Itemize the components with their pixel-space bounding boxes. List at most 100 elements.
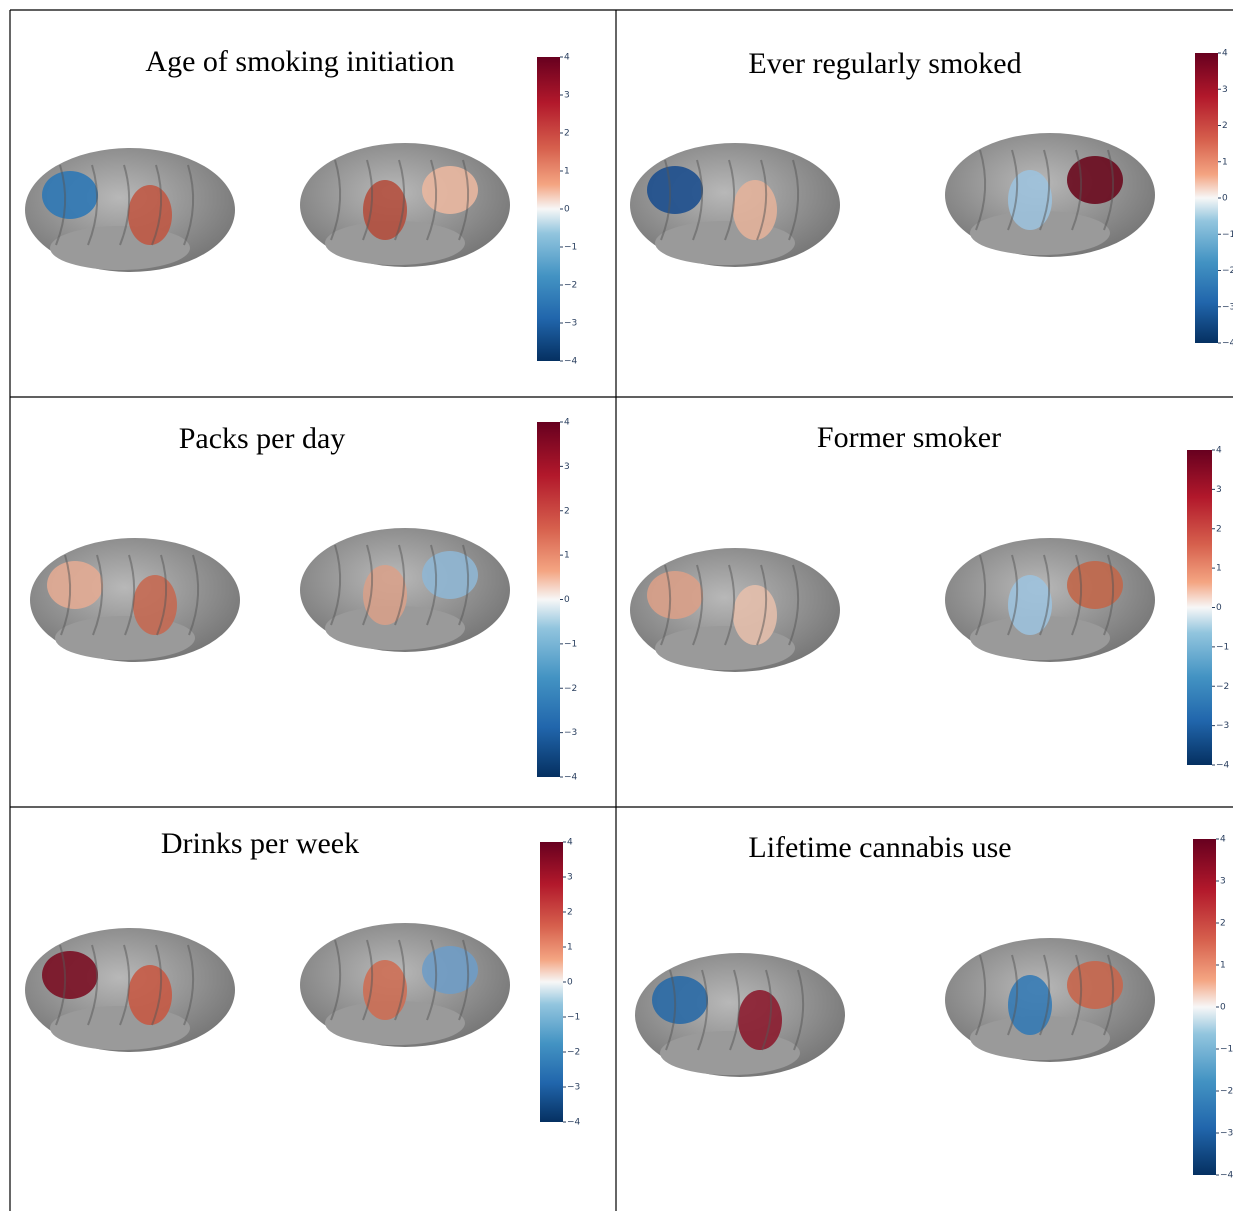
colorbar-tick-label: −2 bbox=[1216, 682, 1229, 692]
colorbar-tick-label: 4 bbox=[1220, 835, 1226, 845]
sulcus bbox=[1039, 954, 1051, 1036]
region bbox=[1008, 975, 1052, 1035]
lateral-brain bbox=[30, 538, 240, 662]
sulcus bbox=[330, 159, 342, 241]
brain-lobe bbox=[55, 616, 195, 660]
lateral-brain bbox=[630, 548, 840, 672]
colorbar bbox=[537, 422, 560, 777]
sulcus bbox=[183, 164, 195, 246]
sulcus bbox=[1007, 149, 1019, 231]
sulcus bbox=[724, 159, 736, 241]
sulcus bbox=[729, 969, 741, 1051]
colorbar bbox=[540, 842, 563, 1122]
sulcus bbox=[1103, 554, 1115, 636]
colorbar-tick-label: −2 bbox=[1222, 266, 1233, 276]
sulcus bbox=[975, 149, 987, 231]
colorbar-tick-label: 2 bbox=[1220, 919, 1226, 929]
table-grid bbox=[9, 9, 1233, 1211]
sulcus bbox=[1039, 554, 1051, 636]
sulcus bbox=[394, 159, 406, 241]
colorbar-tick-label: 2 bbox=[1222, 121, 1228, 131]
sulcus bbox=[1103, 954, 1115, 1036]
region bbox=[733, 180, 777, 240]
brain-lobe bbox=[655, 626, 795, 670]
sulcus bbox=[124, 554, 136, 636]
sulcus bbox=[426, 544, 438, 626]
colorbar-tick-label: −4 bbox=[1222, 339, 1233, 349]
sulcus bbox=[788, 159, 800, 241]
colorbar-tick-label: −1 bbox=[564, 639, 577, 649]
sulcus bbox=[60, 554, 72, 636]
region bbox=[1067, 156, 1123, 204]
colorbar-tick-label: 0 bbox=[1222, 194, 1228, 204]
lateral-brain bbox=[630, 143, 840, 267]
colorbar bbox=[1187, 450, 1212, 765]
panel-title: Drinks per week bbox=[161, 827, 359, 860]
region bbox=[363, 565, 407, 625]
panel-title: Former smoker bbox=[817, 421, 1001, 454]
sulcus bbox=[458, 939, 470, 1021]
colorbar-tick-label: −4 bbox=[564, 357, 578, 367]
panel: Former smoker 4 3 2 1 0 −1 −2 −3 −4 bbox=[630, 421, 1230, 771]
medial-brain bbox=[300, 143, 510, 267]
region bbox=[47, 561, 103, 609]
sulcus bbox=[1039, 149, 1051, 231]
colorbar-tick-label: −4 bbox=[1216, 761, 1230, 771]
colorbar-tick-label: 0 bbox=[564, 205, 570, 215]
colorbar-tick-label: 3 bbox=[1222, 85, 1228, 95]
colorbar-tick-label: 0 bbox=[567, 978, 573, 988]
sulcus bbox=[756, 159, 768, 241]
sulcus bbox=[394, 544, 406, 626]
sulcus bbox=[92, 554, 104, 636]
sulcus bbox=[394, 939, 406, 1021]
medial-brain bbox=[945, 938, 1155, 1062]
colorbar-tick-label: 0 bbox=[564, 595, 570, 605]
colorbar bbox=[537, 57, 560, 361]
sulcus bbox=[330, 939, 342, 1021]
panel: Age of smoking initiation 4 3 2 1 0 −1 −2 −3 −4 bbox=[25, 45, 578, 367]
sulcus bbox=[660, 159, 672, 241]
region bbox=[647, 571, 703, 619]
colorbar-tick-label: 1 bbox=[1216, 564, 1222, 574]
sulcus bbox=[660, 564, 672, 646]
sulcus bbox=[1071, 554, 1083, 636]
colorbar-tick-label: 1 bbox=[564, 167, 570, 177]
colorbar-tick-label: −1 bbox=[1220, 1045, 1233, 1055]
sulcus bbox=[1071, 149, 1083, 231]
colorbar-tick-label: −3 bbox=[564, 319, 577, 329]
medial-brain bbox=[945, 538, 1155, 662]
region bbox=[1008, 575, 1052, 635]
region bbox=[133, 575, 177, 635]
colorbar-tick-label: 1 bbox=[567, 943, 573, 953]
colorbar-tick-label: 2 bbox=[1216, 524, 1222, 534]
sulcus bbox=[151, 944, 163, 1026]
region bbox=[647, 166, 703, 214]
region bbox=[42, 171, 98, 219]
sulcus bbox=[55, 164, 67, 246]
colorbar-tick-label: −2 bbox=[564, 684, 577, 694]
colorbar-tick-label: 3 bbox=[564, 91, 570, 101]
sulcus bbox=[665, 969, 677, 1051]
colorbar-tick-label: 3 bbox=[567, 873, 573, 883]
brain-lobe bbox=[50, 1006, 190, 1050]
colorbar-tick-label: 2 bbox=[564, 506, 570, 516]
panel: Drinks per week 4 3 2 1 0 −1 −2 −3 −4 bbox=[25, 827, 581, 1128]
sulcus bbox=[183, 944, 195, 1026]
colorbar-tick-label: 3 bbox=[564, 462, 570, 472]
region bbox=[1067, 961, 1123, 1009]
colorbar-tick-label: −2 bbox=[567, 1048, 580, 1058]
panel: Lifetime cannabis use 4 3 2 1 0 −1 −2 −3 −4 bbox=[635, 831, 1233, 1181]
sulcus bbox=[119, 944, 131, 1026]
region bbox=[422, 946, 478, 994]
colorbar-tick-label: 4 bbox=[1222, 49, 1228, 59]
colorbar-tick-label: −3 bbox=[1222, 302, 1233, 312]
sulcus bbox=[692, 564, 704, 646]
brain-lobe bbox=[50, 226, 190, 270]
sulcus bbox=[724, 564, 736, 646]
sulcus bbox=[793, 969, 805, 1051]
panel-title: Lifetime cannabis use bbox=[748, 831, 1011, 864]
region bbox=[363, 960, 407, 1020]
sulcus bbox=[87, 944, 99, 1026]
medial-brain bbox=[945, 133, 1155, 257]
